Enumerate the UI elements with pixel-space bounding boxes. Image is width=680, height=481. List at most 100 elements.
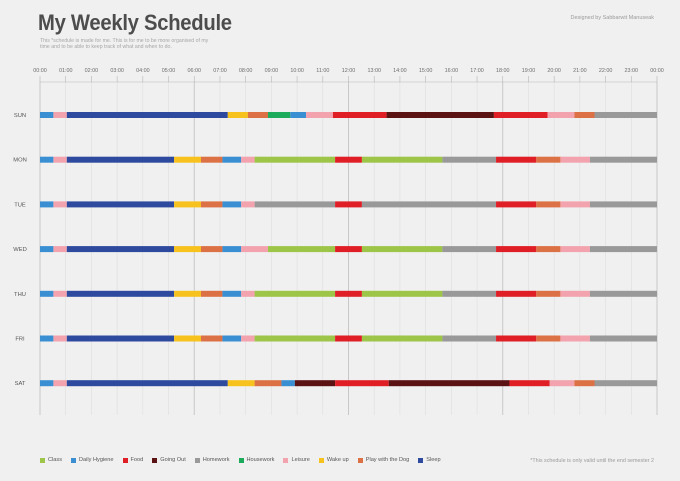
bar-segment: [40, 380, 54, 387]
bar-segment: [53, 335, 67, 342]
legend-label: Sleep: [426, 457, 441, 463]
bar-segment: [241, 335, 255, 342]
legend-swatch: [238, 457, 244, 463]
bar-segment: [496, 246, 537, 253]
bar-segment: [361, 201, 497, 208]
tick-label: 08:00: [239, 68, 253, 74]
bar-segment: [222, 335, 242, 342]
bar-segment: [361, 335, 443, 342]
tick-label: 07:00: [213, 68, 227, 74]
bar-segment: [66, 156, 175, 163]
bar-segment: [560, 156, 590, 163]
bar-segment: [174, 156, 201, 163]
legend-item: Homework: [194, 457, 230, 463]
bar-segment: [281, 380, 295, 387]
bar-segment: [361, 290, 443, 297]
bar-segment: [174, 201, 201, 208]
bar-segment: [442, 246, 497, 253]
bar-segment: [222, 290, 242, 297]
bar-segment: [589, 201, 657, 208]
legend-swatch: [152, 457, 158, 463]
bar-segment: [66, 380, 228, 387]
bar-segment: [222, 201, 242, 208]
bar-segment: [200, 290, 223, 297]
day-label-tue: TUE: [14, 202, 26, 208]
day-label-wed: WED: [13, 247, 27, 253]
bar-segment: [549, 380, 575, 387]
tick-label: 04:00: [136, 68, 150, 74]
bar-segment: [53, 246, 67, 253]
bar-segment: [53, 112, 67, 118]
bar-segment: [335, 290, 362, 297]
legend-label: Class: [48, 457, 62, 463]
bar-segment: [247, 112, 269, 118]
day-label-sat: SAT: [15, 381, 26, 387]
legend-swatch: [40, 457, 45, 463]
bar-segment: [589, 290, 657, 297]
bar-segment: [53, 201, 67, 208]
legend-item: Wake up: [318, 457, 349, 463]
bar-segment: [268, 246, 336, 253]
legend-label: Going Out: [160, 457, 186, 463]
schedule-bars: [40, 112, 657, 387]
bar-segment: [53, 156, 67, 163]
legend-swatch: [357, 457, 363, 463]
bar-segment: [335, 380, 389, 387]
bar-segment: [66, 335, 175, 342]
legend-swatch: [318, 457, 324, 463]
bar-segment: [335, 156, 362, 163]
bar-segment: [547, 112, 575, 118]
day-label-sun: SUN: [14, 113, 26, 119]
legend-label: Daily Hygiene: [79, 457, 114, 463]
tick-label: 13:00: [367, 68, 381, 74]
bar-segment: [241, 201, 255, 208]
bar-segment: [335, 246, 362, 253]
bar-segment: [174, 246, 201, 253]
bar-segment: [335, 335, 362, 342]
bar-segment: [589, 156, 657, 163]
tick-label: 14:00: [393, 68, 407, 74]
legend-item: Going Out: [152, 457, 186, 463]
tick-label: 23:00: [625, 68, 639, 74]
bar-segment: [536, 290, 561, 297]
legend-item: Sleep: [418, 457, 441, 463]
bar-segment: [227, 380, 255, 387]
bar-segment: [560, 335, 590, 342]
bar-segment: [222, 246, 242, 253]
legend-item: Food: [122, 457, 143, 463]
page-title: My Weekly Schedule: [38, 10, 232, 35]
bar-segment: [386, 112, 494, 118]
bar-segment: [174, 290, 201, 297]
tick-label: 22:00: [599, 68, 613, 74]
legend-item: Leisure: [283, 457, 310, 463]
bar-segment: [574, 112, 595, 118]
legend-item: Daily Hygiene: [71, 457, 114, 463]
tick-label: 01:00: [59, 68, 73, 74]
tick-label: 06:00: [188, 68, 202, 74]
bar-segment: [560, 201, 590, 208]
bar-segment: [496, 156, 537, 163]
tick-label: 12:00: [342, 68, 356, 74]
bar-segment: [536, 335, 561, 342]
bar-segment: [594, 112, 657, 118]
legend-label: Wake up: [326, 457, 349, 463]
day-label-thu: THU: [14, 292, 26, 298]
bar-segment: [442, 335, 497, 342]
bar-segment: [66, 201, 175, 208]
tick-label: 05:00: [162, 68, 176, 74]
legend-swatch: [418, 457, 424, 463]
bar-segment: [40, 290, 54, 297]
bar-segment: [306, 112, 333, 118]
bar-segment: [442, 290, 497, 297]
bar-segment: [53, 380, 67, 387]
tick-label: 15:00: [419, 68, 433, 74]
bar-segment: [222, 156, 242, 163]
bar-segment: [40, 335, 54, 342]
bar-segment: [241, 156, 255, 163]
tick-label: 11:00: [316, 68, 329, 74]
bar-segment: [294, 380, 336, 387]
bar-segment: [268, 112, 291, 118]
bar-segment: [560, 290, 590, 297]
tick-label: 19:00: [522, 68, 536, 74]
tick-label: 18:00: [496, 68, 510, 74]
